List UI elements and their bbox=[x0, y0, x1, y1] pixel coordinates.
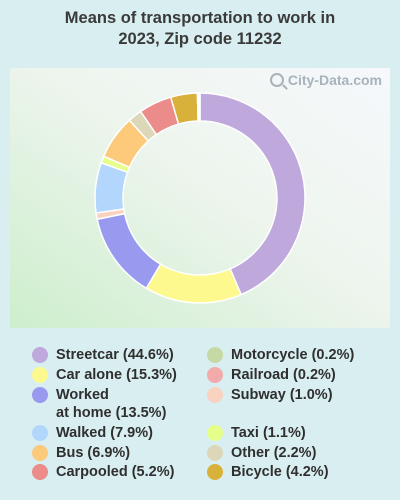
donut-chart bbox=[94, 92, 306, 304]
legend-swatch bbox=[32, 367, 48, 383]
legend-swatch bbox=[207, 464, 223, 480]
legend-swatch bbox=[32, 464, 48, 480]
legend-item-bicycle: Bicycle (4.2%) bbox=[207, 463, 329, 481]
chart-title-line-2: 2023, Zip code 11232 bbox=[118, 30, 282, 48]
legend-swatch bbox=[32, 445, 48, 461]
legend-swatch bbox=[207, 425, 223, 441]
legend-item-streetcar: Streetcar (44.6%) bbox=[32, 346, 174, 364]
legend-item-car-alone: Car alone (15.3%) bbox=[32, 366, 177, 384]
legend-item-other: Other (2.2%) bbox=[207, 444, 316, 462]
legend-label: Streetcar (44.6%) bbox=[56, 347, 174, 363]
legend-item-motorcycle: Motorcycle (0.2%) bbox=[207, 346, 354, 364]
chart-title-line-1: Means of transportation to work in bbox=[64, 9, 336, 27]
legend-swatch bbox=[207, 347, 223, 363]
legend-swatch bbox=[207, 367, 223, 383]
legend-label: Subway (1.0%) bbox=[231, 387, 333, 403]
legend-label: Car alone (15.3%) bbox=[56, 367, 177, 383]
legend-item-walked: Walked (7.9%) bbox=[32, 424, 153, 442]
donut-slice-car-alone bbox=[145, 263, 243, 304]
watermark-text: City-Data.com bbox=[287, 72, 382, 88]
legend-item-subway: Subway (1.0%) bbox=[207, 386, 333, 404]
legend-swatch bbox=[207, 387, 223, 403]
legend: Streetcar (44.6%) Car alone (15.3%) Worked… bbox=[0, 346, 400, 486]
legend-item-taxi: Taxi (1.1%) bbox=[207, 424, 306, 442]
legend-item-worked-at-home: Worked at home (13.5%) bbox=[32, 386, 166, 422]
legend-label: Other (2.2%) bbox=[231, 445, 317, 461]
legend-item-carpooled: Carpooled (5.2%) bbox=[32, 463, 174, 481]
legend-swatch bbox=[32, 387, 48, 403]
donut-slice-worked-at-home bbox=[96, 212, 162, 290]
legend-swatch bbox=[207, 445, 223, 461]
legend-label: Taxi (1.1%) bbox=[231, 425, 306, 441]
magnifier-icon bbox=[269, 73, 284, 87]
legend-label: Bus (6.9%) bbox=[56, 445, 131, 461]
legend-label: Worked at home (13.5%) bbox=[56, 387, 167, 421]
legend-item-railroad: Railroad (0.2%) bbox=[207, 366, 336, 384]
legend-item-bus: Bus (6.9%) bbox=[32, 444, 130, 462]
donut-slice-motorcycle bbox=[197, 92, 201, 122]
legend-label: Motorcycle (0.2%) bbox=[231, 347, 355, 363]
legend-label: Bicycle (4.2%) bbox=[231, 464, 329, 480]
watermark: City-Data.com bbox=[269, 72, 382, 88]
legend-swatch bbox=[32, 347, 48, 363]
legend-swatch bbox=[32, 425, 48, 441]
legend-label: Railroad (0.2%) bbox=[231, 367, 336, 383]
donut-slice-streetcar bbox=[199, 92, 306, 296]
legend-label: Carpooled (5.2%) bbox=[56, 464, 175, 480]
legend-label: Walked (7.9%) bbox=[56, 425, 153, 441]
chart-title: Means of transportation to work in 2023,… bbox=[0, 8, 400, 50]
